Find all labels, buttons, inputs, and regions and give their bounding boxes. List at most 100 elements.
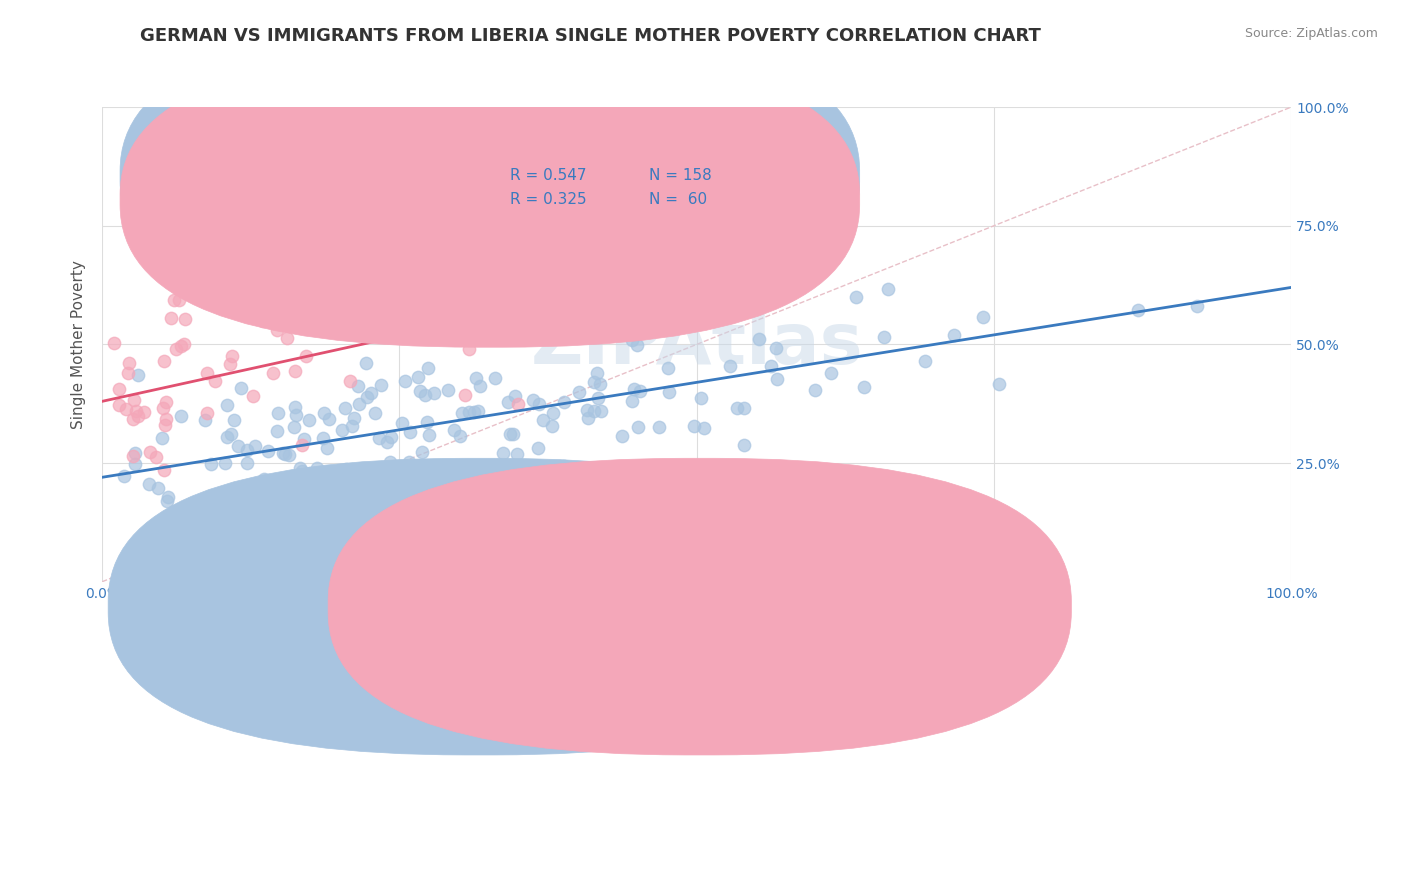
Point [257,443,280,458]
Point [413,297,436,311]
Point [872,330,894,344]
Point [406,504,429,518]
Point [173,336,195,351]
Point [364,406,387,420]
Point [292,433,315,447]
Point [273,446,295,460]
Point [124,392,146,407]
Point [163,293,186,307]
Point [437,384,460,398]
Point [380,430,402,444]
Text: N = 158: N = 158 [650,169,711,184]
Point [411,445,433,459]
Point [422,385,444,400]
Point [451,406,474,420]
Point [229,380,252,394]
Point [269,483,291,498]
Point [152,401,174,415]
Point [658,385,681,400]
Point [155,411,177,425]
Point [195,366,218,380]
Point [718,359,741,373]
Point [522,393,544,408]
Point [576,411,599,425]
FancyBboxPatch shape [120,52,859,347]
Point [623,382,645,396]
Point [765,341,787,355]
Point [360,386,382,401]
Point [266,424,288,438]
Point [115,402,138,417]
Point [316,441,339,455]
Point [318,411,340,425]
Point [284,364,307,378]
Point [252,314,274,328]
Point [291,438,314,452]
Point [194,413,217,427]
Point [508,267,530,281]
Point [340,419,363,434]
Point [427,277,450,291]
Point [276,331,298,345]
Point [330,423,353,437]
Point [284,400,307,414]
Point [170,409,193,423]
Point [138,476,160,491]
Text: Germans: Germans [523,610,585,624]
Point [491,244,513,259]
Point [139,444,162,458]
Text: GERMAN VS IMMIGRANTS FROM LIBERIA SINGLE MOTHER POVERTY CORRELATION CHART: GERMAN VS IMMIGRANTS FROM LIBERIA SINGLE… [141,27,1040,45]
Point [311,285,333,300]
Point [235,456,257,470]
Point [153,417,176,432]
Point [108,398,131,412]
Point [312,297,335,311]
Point [419,300,441,314]
Point [468,498,491,512]
Point [374,485,396,500]
Point [506,447,529,461]
Point [766,372,789,386]
Point [498,394,520,409]
Point [626,337,648,351]
Point [657,361,679,376]
Point [267,477,290,491]
Point [690,392,713,406]
Point [148,481,170,495]
Point [733,438,755,452]
Point [127,409,149,424]
Point [167,293,190,308]
Point [398,454,420,468]
Point [627,420,650,434]
Point [465,371,488,385]
Point [586,366,609,380]
Point [457,342,479,356]
FancyBboxPatch shape [120,29,859,324]
Point [219,427,242,442]
Point [508,326,530,340]
Text: Source: ZipAtlas.com: Source: ZipAtlas.com [1244,27,1378,40]
Point [575,402,598,417]
Point [170,339,193,353]
Y-axis label: Single Mother Poverty: Single Mother Poverty [72,260,86,429]
Point [492,446,515,460]
Point [333,401,356,415]
Point [520,301,543,316]
Point [108,382,131,396]
Point [748,332,770,346]
Point [337,293,360,308]
Point [356,318,378,332]
Text: R = 0.547: R = 0.547 [510,169,586,184]
Point [361,252,384,267]
Point [498,427,520,442]
Point [693,421,716,435]
Point [394,375,416,389]
Point [877,282,900,296]
Point [305,461,328,475]
Point [449,429,471,443]
Point [583,375,606,389]
Point [266,323,288,337]
Point [122,412,145,426]
Point [502,426,524,441]
Point [768,265,790,279]
